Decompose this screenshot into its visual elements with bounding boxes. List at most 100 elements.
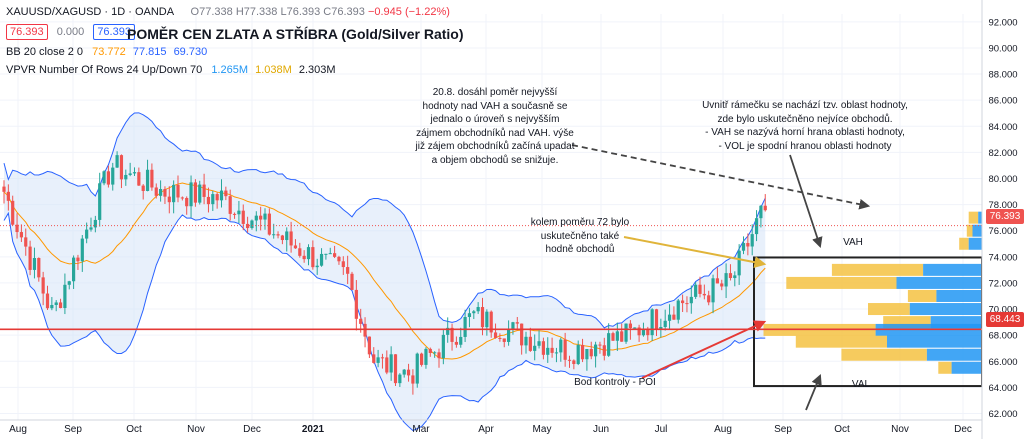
candle-body: [641, 329, 646, 336]
last-price-tag: 76.393: [986, 209, 1024, 224]
candle-body: [633, 327, 637, 329]
candle-body: [115, 155, 119, 168]
candle-body: [41, 277, 45, 294]
candle-body: [489, 311, 493, 333]
candle-body: [172, 184, 176, 203]
vp-up-bar: [978, 211, 982, 224]
candle-body: [459, 336, 463, 345]
candle-body: [346, 267, 350, 274]
price-tick-label: 74.000: [988, 252, 1017, 263]
time-tick-label: Aug: [714, 424, 732, 435]
candle-body: [119, 155, 124, 180]
candle-body: [563, 339, 567, 360]
candle-body: [250, 220, 254, 229]
vpvr-row: VPVR Number Of Rows 24 Up/Down 70 1.265M…: [6, 64, 336, 76]
right-note-line: - VOL je spodní hranou oblasti hodnoty: [718, 140, 892, 152]
candle-body: [694, 284, 698, 297]
vpvr-down-value: 1.038M: [255, 64, 292, 76]
vp-up-bar: [909, 303, 982, 316]
ask-button[interactable]: 76.393: [93, 24, 135, 40]
candle-body: [541, 341, 545, 355]
candle-body: [415, 353, 419, 384]
vp-up-bar: [951, 361, 982, 374]
candle-body: [507, 328, 511, 342]
price-tick-label: 84.000: [988, 122, 1017, 133]
candle-body: [37, 257, 41, 278]
vpvr-label[interactable]: VPVR Number Of Rows 24 Up/Down 70: [6, 64, 203, 76]
candle-body: [167, 196, 171, 203]
candle-body: [19, 232, 23, 238]
candle-body: [211, 194, 215, 205]
price-tick-label: 80.000: [988, 174, 1017, 185]
candle-body: [180, 197, 184, 199]
candle-body: [58, 302, 63, 309]
candle-body: [63, 284, 67, 309]
vp-down-bar: [907, 289, 937, 302]
candle-body: [2, 186, 6, 192]
vah-arrow: [789, 154, 823, 249]
val-label: VAL: [851, 379, 871, 390]
candle-body: [528, 336, 532, 351]
price-tick-label: 64.000: [988, 383, 1017, 394]
top-note-line: hodnoty nad VAH a současně se: [422, 100, 568, 112]
candle-body: [24, 237, 28, 247]
candle-body: [441, 334, 445, 359]
candle-body: [615, 331, 619, 341]
candle-body: [498, 337, 502, 339]
vp-down-bar: [841, 348, 927, 361]
candle-body: [54, 302, 58, 305]
mid-note-line: kolem poměru 72 bylo: [530, 217, 630, 228]
candle-body: [289, 231, 293, 246]
symbol-label[interactable]: XAUUSD/XAGUSD · 1D · OANDA: [6, 6, 174, 18]
candle-body: [737, 250, 741, 276]
candle-body: [580, 344, 585, 360]
top-note-line: zájmem obchodníků nad VAH. výše: [416, 127, 574, 139]
candle-body: [246, 223, 250, 229]
candle-body: [754, 218, 759, 235]
candle-body: [746, 243, 750, 247]
candle-body: [132, 172, 137, 174]
candle-body: [367, 336, 371, 355]
candle-body: [45, 293, 50, 309]
vah-label: VAH: [843, 237, 863, 248]
volume-profile: [763, 211, 982, 374]
candle-body: [32, 257, 37, 270]
quote-row: 76.393 0.000 76.393: [6, 24, 135, 40]
time-tick-label: Nov: [891, 424, 909, 435]
candle-body: [72, 257, 76, 282]
bid-button[interactable]: 76.393: [6, 24, 48, 40]
candle-body: [659, 326, 663, 330]
candle-body: [446, 327, 450, 335]
candle-body: [228, 196, 232, 214]
candle-body: [480, 307, 485, 328]
bb-label[interactable]: BB 20 close 2 0: [6, 46, 84, 58]
price-tick-label: 90.000: [988, 43, 1017, 54]
candle-body: [515, 322, 519, 324]
candle-body: [141, 185, 145, 191]
mid-note-line: uskutečněno také: [540, 230, 620, 242]
vp-down-bar: [968, 211, 979, 224]
price-tick-label: 88.000: [988, 70, 1017, 81]
candle-body: [159, 189, 163, 196]
candle-body: [637, 327, 641, 336]
ohlc-change: −0.945 (−1.22%): [367, 6, 450, 18]
candle-body: [476, 307, 480, 312]
candle-body: [546, 347, 550, 355]
candle-body: [15, 224, 19, 233]
candle-body: [646, 329, 650, 336]
vpvr-up-value: 1.265M: [211, 64, 249, 76]
time-tick-label: Nov: [187, 424, 205, 435]
candle-body: [493, 332, 498, 338]
candle-body: [533, 345, 537, 351]
time-tick-label: Dec: [954, 424, 972, 435]
vp-down-bar: [786, 276, 897, 289]
candle-body: [567, 359, 572, 361]
vp-up-bar: [896, 276, 982, 289]
candle-body: [154, 187, 158, 196]
candle-body: [728, 273, 733, 279]
right-note: Uvnitř rámečku se nachází tzv. oblast ho…: [690, 99, 920, 153]
candle-body: [759, 205, 763, 219]
candle-body: [624, 323, 628, 342]
candle-body: [707, 295, 711, 303]
